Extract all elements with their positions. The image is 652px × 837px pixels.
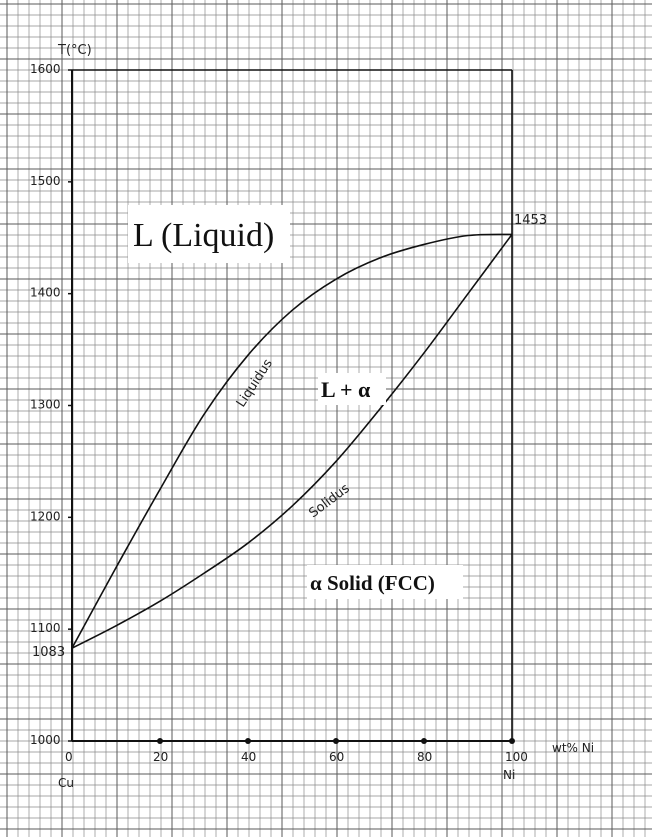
- y-tick-label: 1500: [30, 174, 61, 188]
- x-tick-dot: [157, 738, 163, 744]
- x-tick-label: 40: [241, 750, 256, 764]
- cu-melting-label: 1083: [32, 645, 65, 660]
- two-phase-region-label-bg: [318, 373, 386, 405]
- x-tick-label: 60: [329, 750, 344, 764]
- y-tick-label: 1600: [30, 62, 61, 76]
- liquid-region-label-bg: [128, 205, 290, 263]
- y-tick-label: 1400: [30, 286, 61, 300]
- y-tick-label: 1000: [30, 733, 61, 747]
- x-tick-dot: [333, 738, 339, 744]
- x-tick-label: 20: [153, 750, 168, 764]
- phase-curves: [71, 233, 513, 649]
- x-tick-label: 100: [505, 750, 528, 764]
- x-tick-label: 80: [417, 750, 432, 764]
- y-tick-label: 1100: [30, 621, 61, 635]
- y-tick-label: 1300: [30, 398, 61, 412]
- x-tick-label: 0: [65, 750, 73, 764]
- x-tick-dot: [421, 738, 427, 744]
- solid-region-label-bg: [307, 565, 463, 599]
- series-liquidus-line: [71, 233, 513, 649]
- solid-region-label: α Solid (FCC): [310, 571, 435, 595]
- x-axis-title: wt% Ni: [552, 741, 594, 755]
- series-solidus-line: [71, 233, 513, 649]
- solidus-label: Solidus: [306, 481, 352, 521]
- x-tick-dot: [245, 738, 251, 744]
- two-phase-region-label: L + α: [321, 377, 371, 402]
- y-axis-title: T(°C): [57, 43, 92, 58]
- liquid-region-label: L (Liquid): [133, 217, 274, 254]
- y-tick-label: 1200: [30, 509, 61, 523]
- x-left-label-cu: Cu: [58, 776, 74, 790]
- axes: [71, 69, 513, 742]
- tick-labels: 0 20 40 60 80 100 1000 1100 1200 1300 1400 1500 1600: [30, 62, 528, 764]
- x-right-label-ni: Ni: [503, 768, 515, 782]
- ni-melting-label: 1453: [514, 213, 547, 228]
- x-tick-dot: [509, 738, 515, 744]
